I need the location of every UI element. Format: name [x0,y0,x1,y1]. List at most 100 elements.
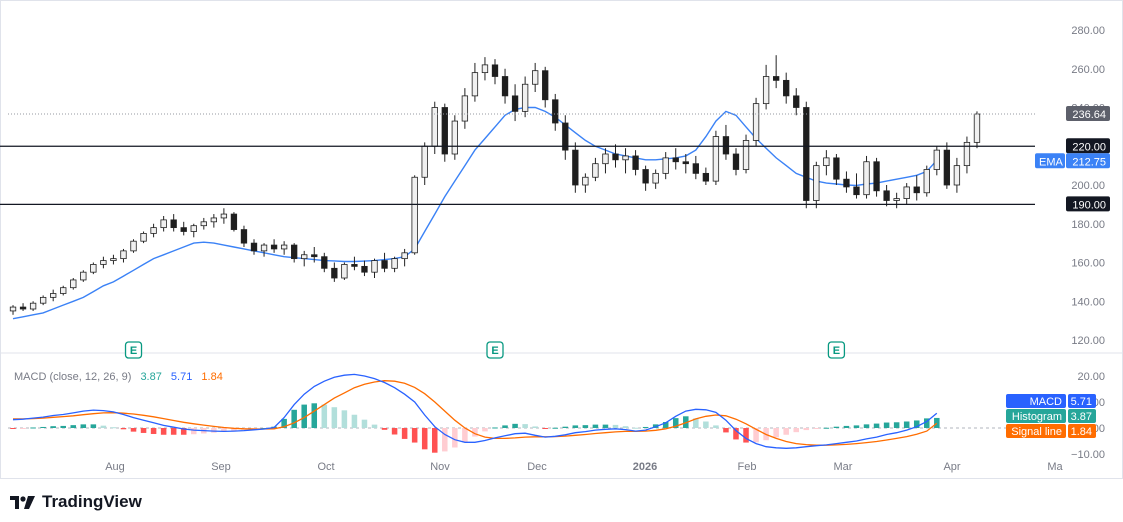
candle-body [371,260,378,273]
macd-histogram-bar [542,428,548,429]
candle-body [682,161,689,165]
candle-body [552,99,559,124]
macd-histogram-bar [813,428,820,429]
macd-histogram-bar [502,425,508,428]
earnings-e-icon: E [486,341,504,359]
histogram-value-tag-label-bg [1006,409,1066,423]
candle-body [461,95,469,122]
macd-histogram-bar [100,425,107,428]
candle [301,250,308,267]
candle-body [210,217,218,223]
last-price-tag-text: 236.64 [1072,109,1106,121]
candle [180,221,187,236]
time-tick-label: Oct [317,461,334,473]
candle-body [280,244,288,250]
chart-frame [0,0,1123,479]
candle [160,216,167,232]
candle [843,171,850,193]
candle-body [662,157,669,174]
candle [712,130,720,185]
candle-body [331,267,338,279]
candle [240,225,248,247]
candle [853,173,860,199]
candle [130,239,137,253]
ema-name-tag-text: EMA [1039,156,1064,168]
candle [110,254,117,265]
macd-histogram-bar [60,425,66,428]
macd-histogram-bar [723,428,729,433]
candle-body [592,163,599,178]
macd-histogram-bar [773,428,779,438]
candle [260,243,268,257]
macd-histogram-bar [291,409,297,428]
price-tick-label: 180.00 [1071,219,1105,231]
macd-histogram-bar [733,428,739,440]
candle-body [873,161,880,192]
price-tick-label: 140.00 [1071,296,1105,308]
macd-histogram-bar [20,428,26,429]
candle-body [823,157,830,167]
macd-histogram-bar [783,428,789,435]
macd-histogram-bar [462,428,468,443]
candle [973,111,981,149]
signal-value-tag-label: Signal line [1011,426,1062,438]
candle-body [90,264,97,273]
candle [280,241,288,255]
ema-name-tag: EMA [1035,153,1065,169]
candle-body [481,64,489,74]
candle [220,208,228,224]
candle [9,305,17,315]
tradingview-brand[interactable]: TradingView [10,492,142,512]
candle [692,155,699,180]
candle-body [913,186,920,194]
macd-histogram-bar [743,428,749,443]
candle-body [772,76,780,81]
macd-histogram-bar [180,428,187,435]
macd-histogram-bar [211,428,217,433]
macd-histogram-bar [883,422,890,428]
candle [461,88,469,129]
price-tick-label: 120.00 [1071,335,1105,347]
candle [572,142,579,193]
candle-body [270,244,278,250]
candle-body [441,107,448,155]
macd-histogram-bar [612,424,619,428]
macd-histogram-bar [512,423,518,428]
candle-body [491,64,499,77]
candle-body [19,306,27,310]
candle-body [421,145,428,178]
candle [953,157,961,193]
macd-histogram-bar [853,425,860,428]
macd-histogram-bar [231,428,237,431]
macd-histogram-bar [913,420,920,428]
candle [230,212,238,232]
candle [331,262,338,282]
macd-histogram-bar [431,428,438,453]
candle-body [150,227,157,234]
candle-body [200,221,207,227]
macd-histogram-bar [873,423,880,428]
candle-body [582,176,589,186]
macd-histogram-bar [903,421,910,428]
macd-histogram-bar [421,428,428,450]
candle-body [70,279,77,289]
candle-body [672,157,679,163]
candle-body [973,113,981,143]
candle [752,97,760,147]
macd-layer [8,373,1035,453]
candle-body [863,161,870,196]
macd-histogram-bar [411,428,418,443]
candle-body [431,107,438,147]
candle-body [391,258,398,269]
earnings-e-icon: E [827,341,846,359]
horizontal-line-tag: 190.00 [1066,196,1110,212]
macd-histogram-bar [391,428,398,435]
ema-value-tag-bg [1066,153,1110,169]
candle-body [893,198,900,201]
candle [381,252,388,273]
signal-value-tag-value: 1.84 [1071,426,1092,438]
last-price-tag-bg [1066,106,1110,122]
candle [150,223,157,238]
macd-histogram-bar [381,428,388,430]
